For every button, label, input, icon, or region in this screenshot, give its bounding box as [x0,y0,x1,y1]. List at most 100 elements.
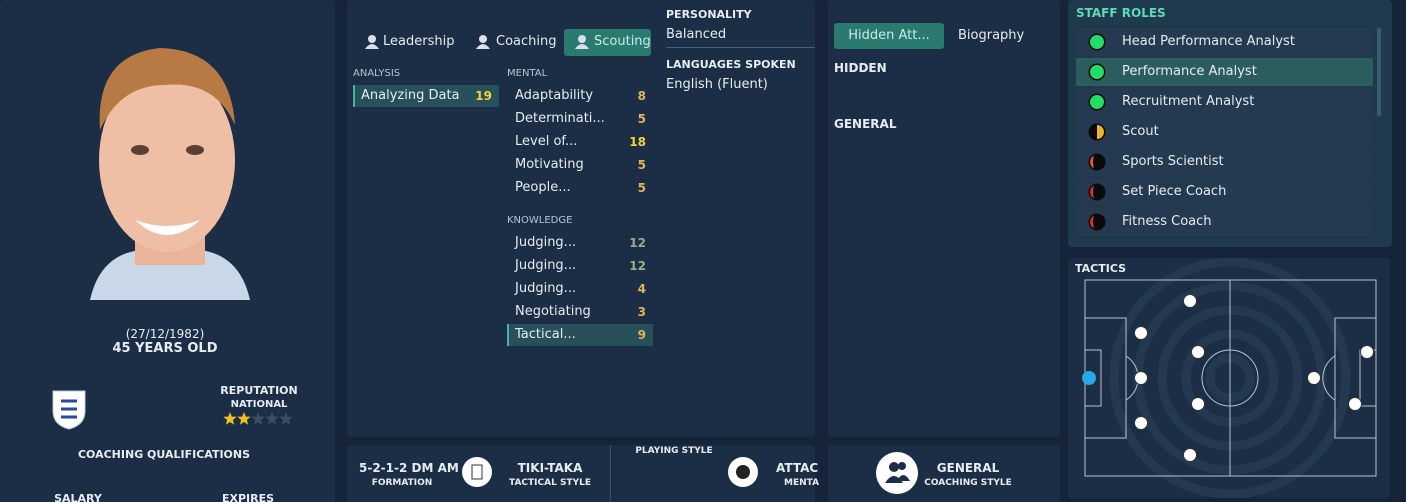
row-highlight [507,324,653,346]
attribute-name: Judging... [515,281,577,296]
attribute-value: 5 [637,181,646,195]
attribute-name: Motivating [515,157,584,172]
attribute-name: Judging... [515,235,577,250]
info-tab[interactable]: Biography [958,28,1025,43]
divider [610,445,611,502]
role-name: Recruitment Analyst [1122,94,1255,109]
playing-style-sub: MENTA [784,478,820,488]
attribute-value: 3 [637,305,646,319]
personality-value: Balanced [666,27,727,42]
role-row[interactable] [1076,88,1373,116]
tab-icon [476,35,490,49]
role-name: Sports Scientist [1122,154,1224,169]
goalkeeper-marker [1082,371,1096,385]
star [251,412,265,425]
date-of-birth: (27/12/1982) [125,327,205,341]
attribute-name: Judging... [515,258,577,273]
player-marker [1183,294,1197,308]
coaching-style-value: GENERAL [936,461,1000,475]
scrollbar [1377,28,1381,116]
info-tab-bg [834,23,944,49]
attribute-value: 12 [629,236,646,250]
attribute-value: 4 [637,282,646,296]
reputation-level: NATIONAL [230,399,288,410]
role-rating-icon [1088,183,1106,201]
attribute-tab[interactable]: Coaching [496,34,557,49]
player-marker [1348,397,1362,411]
player-marker [1191,397,1205,411]
attribute-value: 5 [637,112,646,126]
role-name: Scout [1122,124,1159,139]
coaching-qualifications: COACHING QUALIFICATIONS [77,448,251,461]
reputation-stars [223,412,293,425]
role-row[interactable] [1076,178,1373,206]
role-rating-icon [1088,93,1106,111]
formation-label: FORMATION [371,478,433,488]
pitch [1082,258,1377,498]
role-rating-icon [1088,213,1106,231]
attribute-tab[interactable]: Leadership [383,34,455,49]
active-tab-bg [564,29,651,56]
star [237,412,251,425]
role-rating-icon [1088,63,1106,81]
tab-icon [365,35,379,49]
nation-badge [52,390,86,430]
role-row[interactable] [1076,58,1373,86]
attribute-group-heading: KNOWLEDGE [507,215,573,226]
playing-style-value: ATTAC [776,461,819,475]
role-name: Set Piece Coach [1122,184,1227,199]
player-marker [1307,371,1321,385]
formation-icon [462,457,492,487]
info-section: GENERAL [834,117,897,131]
role-name: Performance Analyst [1122,64,1257,79]
tactical-style-value: TIKI-TAKA [517,461,583,475]
attribute-value: 19 [475,89,492,103]
player-marker [1134,371,1148,385]
role-row[interactable] [1076,28,1373,56]
role-name: Head Performance Analyst [1122,34,1295,49]
row-highlight [353,85,499,107]
languages-label: LANGUAGES SPOKEN [666,58,796,71]
attributes-panel [347,0,815,437]
tactical-style-label: TACTICAL STYLE [509,478,591,488]
role-row[interactable] [1076,118,1373,146]
role-rating-icon [1088,123,1106,141]
salary-label: SALARY [54,492,102,502]
playing-style-label: PLAYING STYLE [635,446,713,456]
player-marker [1183,448,1197,462]
attribute-name: Determinati... [515,111,605,126]
attribute-value: 12 [629,259,646,273]
reputation-label: REPUTATION [220,384,298,397]
tactics-title: TACTICS [1075,262,1127,275]
attribute-value: 8 [637,89,646,103]
role-rating-icon [1088,153,1106,171]
star [279,412,293,425]
attribute-value: 9 [637,328,646,342]
role-rating-icon [1088,33,1106,51]
info-tab[interactable]: Hidden Att... [848,28,930,43]
attribute-name: Negotiating [515,304,591,319]
personality-label: PERSONALITY [666,8,752,21]
photo [90,48,250,300]
role-row[interactable] [1076,208,1373,236]
star [223,412,237,425]
tactics-panel [1068,258,1390,498]
attribute-name: Tactical... [515,327,576,342]
attribute-group-heading: MENTAL [507,68,548,79]
player-marker [1360,345,1374,359]
role-name: Fitness Coach [1122,214,1212,229]
formation-value: 5-2-1-2 DM AM [359,461,459,475]
attribute-name: Adaptability [515,88,594,103]
attribute-name: Level of... [515,134,578,149]
attribute-group-heading: ANALYSIS [353,68,401,79]
attribute-value: 18 [629,135,646,149]
tab-icon [575,35,589,49]
info-section: HIDDEN [834,61,887,75]
attribute-name: People... [515,180,571,195]
staff-roles-title: STAFF ROLES [1076,6,1166,20]
coaching-style-label: COACHING STYLE [924,478,1012,488]
role-row[interactable] [1076,148,1373,176]
attribute-tab[interactable]: Scouting [594,34,651,49]
profile-panel [0,0,335,502]
